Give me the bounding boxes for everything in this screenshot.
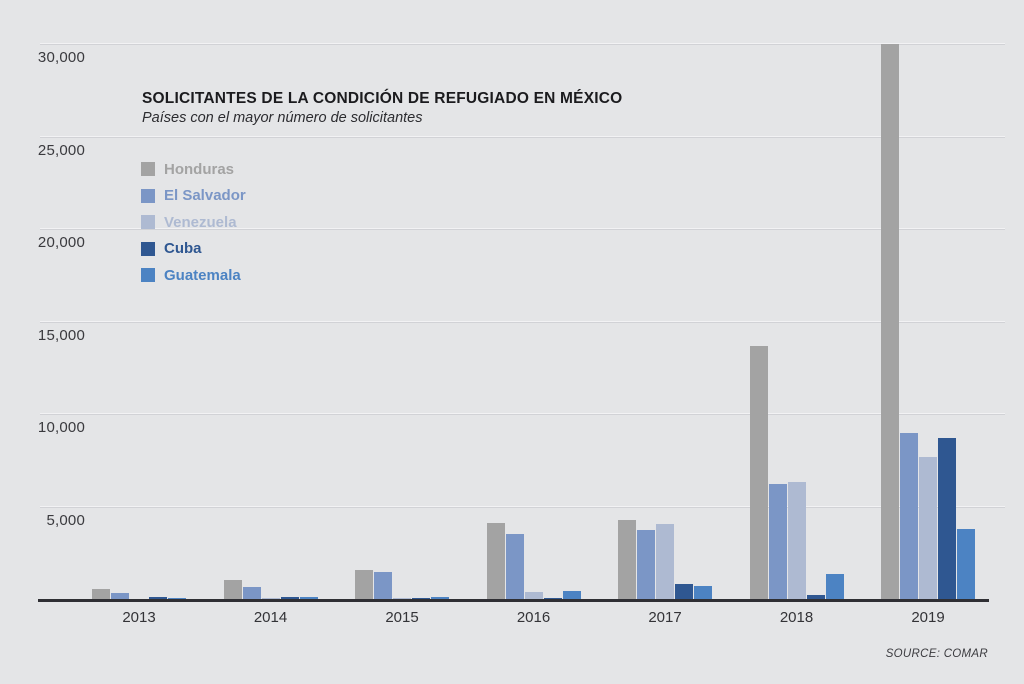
- bar-el-salvador-2014: [242, 587, 261, 599]
- bar-guatemala-2019: [957, 529, 975, 599]
- legend-item-honduras: Honduras: [141, 156, 246, 183]
- legend-item-guatemala: Guatemala: [141, 262, 246, 289]
- legend-swatch-icon-venezuela: [141, 215, 155, 230]
- x-tick-label-2016: 2016: [516, 609, 551, 626]
- x-tick-label-2013: 2013: [122, 609, 156, 626]
- bar-cuba-2016: [543, 598, 562, 599]
- bar-honduras-2019: [881, 44, 899, 599]
- gridline-10000: [40, 413, 1005, 415]
- legend: Honduras El Salvador Venezuela Cuba Guatemal…: [141, 156, 246, 289]
- gridline-20000: [40, 228, 1005, 230]
- bar-group-2017: [618, 44, 712, 599]
- gridline-30000: [40, 43, 1005, 45]
- bar-honduras-2018: [749, 346, 768, 599]
- bar-venezuela-2017: [656, 524, 674, 599]
- bar-el-salvador-2013: [111, 593, 129, 599]
- y-tick-label-20000: 20,000: [37, 234, 85, 251]
- bar-el-salvador-2016: [505, 534, 524, 599]
- bar-el-salvador-2018: [768, 484, 787, 599]
- bar-el-salvador-2019: [900, 433, 918, 599]
- legend-swatch-icon-cuba: [141, 241, 155, 256]
- y-tick-label-5000: 5,000: [46, 511, 85, 529]
- x-axis-line: [38, 599, 989, 602]
- bar-group-2013: [92, 44, 186, 599]
- bar-el-salvador-2017: [637, 530, 655, 599]
- bar-venezuela-2014: [261, 598, 280, 599]
- bar-group-2018: [749, 44, 844, 599]
- bar-honduras-2014: [223, 580, 242, 599]
- bar-cuba-2013: [149, 597, 167, 599]
- bar-venezuela-2018: [787, 482, 806, 599]
- y-tick-label-10000: 10,000: [37, 419, 85, 436]
- legend-label-el-salvador: El Salvador: [164, 187, 246, 205]
- bar-guatemala-2018: [825, 574, 844, 599]
- gridline-25000: [40, 135, 1005, 138]
- bar-cuba-2018: [806, 595, 825, 599]
- x-tick-label-2018: 2018: [779, 609, 814, 626]
- legend-item-venezuela: Venezuela: [141, 209, 246, 236]
- chart-subtitle: Países con el mayor número de solicitant…: [142, 110, 423, 126]
- bar-guatemala-2015: [431, 597, 449, 599]
- bar-guatemala-2017: [694, 586, 712, 599]
- legend-swatch-icon-el-salvador: [141, 188, 155, 203]
- bar-honduras-2017: [618, 520, 636, 599]
- x-tick-label-2017: 2017: [648, 609, 682, 626]
- bar-guatemala-2014: [299, 597, 318, 599]
- bar-cuba-2017: [675, 584, 693, 599]
- y-tick-label-25000: 25,000: [37, 141, 85, 159]
- legend-swatch-icon-guatemala: [141, 268, 155, 283]
- bar-guatemala-2013: [168, 598, 186, 599]
- bar-honduras-2016: [486, 523, 505, 599]
- source-note: SOURCE: COMAR: [885, 648, 988, 660]
- x-tick-label-2019: 2019: [911, 609, 945, 626]
- legend-item-el-salvador: El Salvador: [141, 183, 246, 210]
- bar-venezuela-2015: [393, 598, 411, 599]
- legend-swatch-icon-honduras: [141, 162, 155, 177]
- bar-cuba-2019: [938, 438, 956, 599]
- bar-honduras-2013: [92, 589, 110, 599]
- bar-group-2016: [486, 44, 581, 599]
- bar-group-2019: [881, 44, 975, 599]
- chart-title: SOLICITANTES DE LA CONDICIÓN DE REFUGIAD…: [142, 90, 623, 107]
- x-tick-label-2014: 2014: [253, 609, 288, 626]
- bar-cuba-2015: [412, 598, 430, 599]
- bar-group-2015: [355, 44, 449, 599]
- bar-honduras-2015: [355, 570, 373, 599]
- legend-label-guatemala: Guatemala: [164, 266, 241, 284]
- legend-item-cuba: Cuba: [141, 236, 246, 263]
- y-tick-label-30000: 30,000: [37, 49, 85, 66]
- bar-venezuela-2019: [919, 457, 937, 599]
- bar-venezuela-2016: [524, 592, 543, 599]
- legend-label-honduras: Honduras: [164, 160, 235, 178]
- legend-label-venezuela: Venezuela: [164, 213, 237, 231]
- bar-cuba-2014: [280, 597, 299, 599]
- bar-guatemala-2016: [562, 591, 581, 599]
- gridline-5000: [40, 505, 1005, 508]
- gridline-15000: [40, 320, 1005, 323]
- y-tick-label-15000: 15,000: [37, 326, 85, 344]
- x-tick-label-2015: 2015: [385, 609, 419, 626]
- bar-el-salvador-2015: [374, 572, 392, 599]
- bar-group-2014: [223, 44, 318, 599]
- legend-label-cuba: Cuba: [164, 240, 202, 258]
